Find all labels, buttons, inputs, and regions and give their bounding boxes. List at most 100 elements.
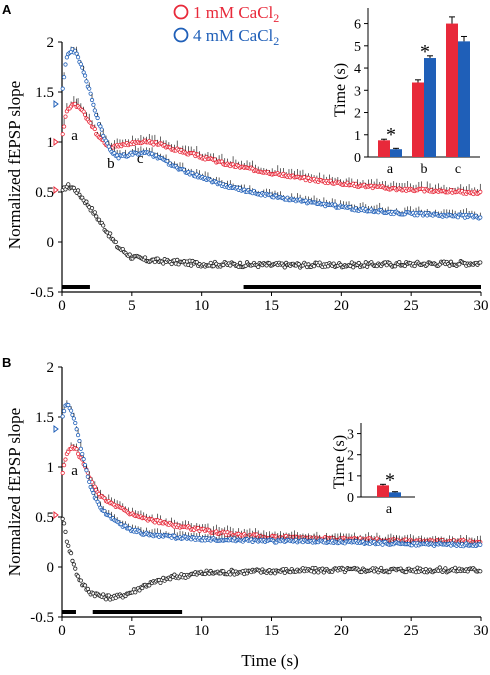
data-point-black	[103, 597, 109, 602]
data-point-black	[113, 239, 118, 245]
series-red	[60, 442, 483, 546]
x-tick-label: 15	[264, 298, 279, 314]
annotation-c: c	[137, 151, 144, 167]
data-point-blue	[60, 414, 65, 419]
data-point-red	[61, 463, 67, 468]
inset-y-tick-label: 3	[354, 84, 361, 99]
panel-b-y-ticks: -0.5 0 0.5 1 1.5 2	[30, 360, 62, 626]
y-tick-label: 2	[47, 35, 55, 51]
data-point-red	[92, 126, 97, 132]
annotation-a: a	[71, 128, 78, 144]
inset-bar-red	[378, 140, 390, 157]
panel-a-label: A	[2, 2, 12, 17]
inset-b-ylabel: Time (s)	[331, 435, 348, 489]
inset-bar-blue	[458, 41, 470, 157]
data-point-blue	[61, 75, 67, 80]
data-point-black	[237, 260, 243, 265]
period-bar	[62, 610, 76, 614]
data-point-blue	[63, 62, 68, 67]
inset-a-ylabel: Time (s)	[332, 63, 349, 117]
panel-a-y-ticks: -0.5 0 0.5 1 1.5 2	[30, 35, 62, 301]
data-point-blue	[478, 542, 483, 547]
inset-y-tick-label: 2	[347, 449, 354, 464]
y-tick-label: 2	[47, 360, 55, 376]
data-point-black	[311, 264, 317, 269]
data-point-black	[85, 586, 90, 592]
y-tick-label: 0	[47, 560, 55, 576]
data-point-black	[397, 259, 402, 265]
x-tick-label: 0	[58, 623, 66, 639]
inset-bar-red	[412, 82, 424, 157]
y-tick-label: 0.5	[35, 185, 54, 201]
data-point-black	[66, 182, 71, 187]
series-red	[60, 96, 483, 197]
y-tick-label: -0.5	[30, 610, 54, 626]
inset-category-label: a	[386, 502, 393, 517]
data-point-black	[351, 265, 356, 270]
data-point-black	[82, 583, 88, 588]
inset-y-tick-label: 4	[354, 62, 361, 77]
inset-category-label: b	[421, 162, 428, 177]
period-bar	[243, 285, 481, 289]
y-tick-label: 0	[47, 235, 55, 251]
data-point-blue	[87, 479, 92, 484]
x-tick-label: 30	[474, 623, 489, 639]
data-point-black	[228, 572, 233, 577]
data-point-black	[155, 256, 160, 261]
data-point-blue	[64, 55, 69, 60]
data-point-blue	[74, 427, 79, 432]
data-point-black	[108, 231, 113, 236]
panel-a-series	[60, 46, 483, 270]
x-tick-label: 5	[128, 623, 136, 639]
x-tick-label: 30	[474, 298, 489, 314]
data-point-blue	[68, 408, 74, 413]
inset-y-tick-label: 0	[354, 151, 361, 166]
data-point-black	[68, 551, 74, 556]
data-point-red	[60, 470, 65, 476]
data-point-blue	[77, 438, 82, 444]
data-point-black	[66, 543, 71, 548]
data-point-blue	[84, 468, 89, 473]
x-tick-label: 20	[334, 298, 349, 314]
series-blue	[60, 46, 483, 221]
data-point-blue	[73, 420, 78, 426]
data-point-black	[89, 206, 95, 211]
significance-star: *	[420, 41, 430, 63]
data-point-red	[63, 114, 68, 119]
inset-y-tick-label: 6	[354, 18, 361, 33]
data-point-black	[194, 260, 199, 265]
x-tick-label: 15	[264, 623, 279, 639]
panel-a-period-bars	[62, 285, 481, 289]
inset-a-y-ticks: 0 1 2 3 4 5 6	[354, 18, 368, 166]
data-point-black	[478, 260, 483, 265]
data-point-black	[208, 260, 213, 266]
series-blue	[60, 400, 483, 549]
legend-label-1mM: 1 mM CaCl2	[193, 3, 279, 25]
data-point-black	[60, 516, 65, 521]
panel-a-axis-markers	[53, 100, 59, 194]
marker-blue-start	[53, 100, 59, 108]
inset-b-y-ticks: 0 1 2 3	[347, 428, 361, 506]
data-point-blue	[71, 416, 76, 421]
period-bar	[62, 285, 90, 289]
x-tick-label: 10	[194, 298, 209, 314]
data-point-blue	[88, 91, 93, 96]
inset-bar-red	[446, 23, 458, 157]
panel-b-xlabel: Time (s)	[241, 651, 298, 670]
x-tick-label: 25	[404, 298, 419, 314]
marker-red-start	[53, 138, 59, 146]
series-black	[60, 182, 483, 270]
inset-bar-blue	[424, 58, 436, 158]
data-point-black	[92, 210, 97, 215]
data-point-black	[73, 566, 78, 571]
data-point-blue	[99, 127, 104, 132]
data-point-black	[63, 529, 68, 534]
data-point-blue	[92, 108, 97, 113]
data-point-blue	[87, 86, 92, 91]
data-point-black	[127, 252, 132, 257]
data-point-black	[256, 264, 261, 270]
legend-marker-blue	[173, 27, 189, 43]
data-point-blue	[91, 490, 96, 496]
inset-bar-blue	[389, 492, 401, 497]
